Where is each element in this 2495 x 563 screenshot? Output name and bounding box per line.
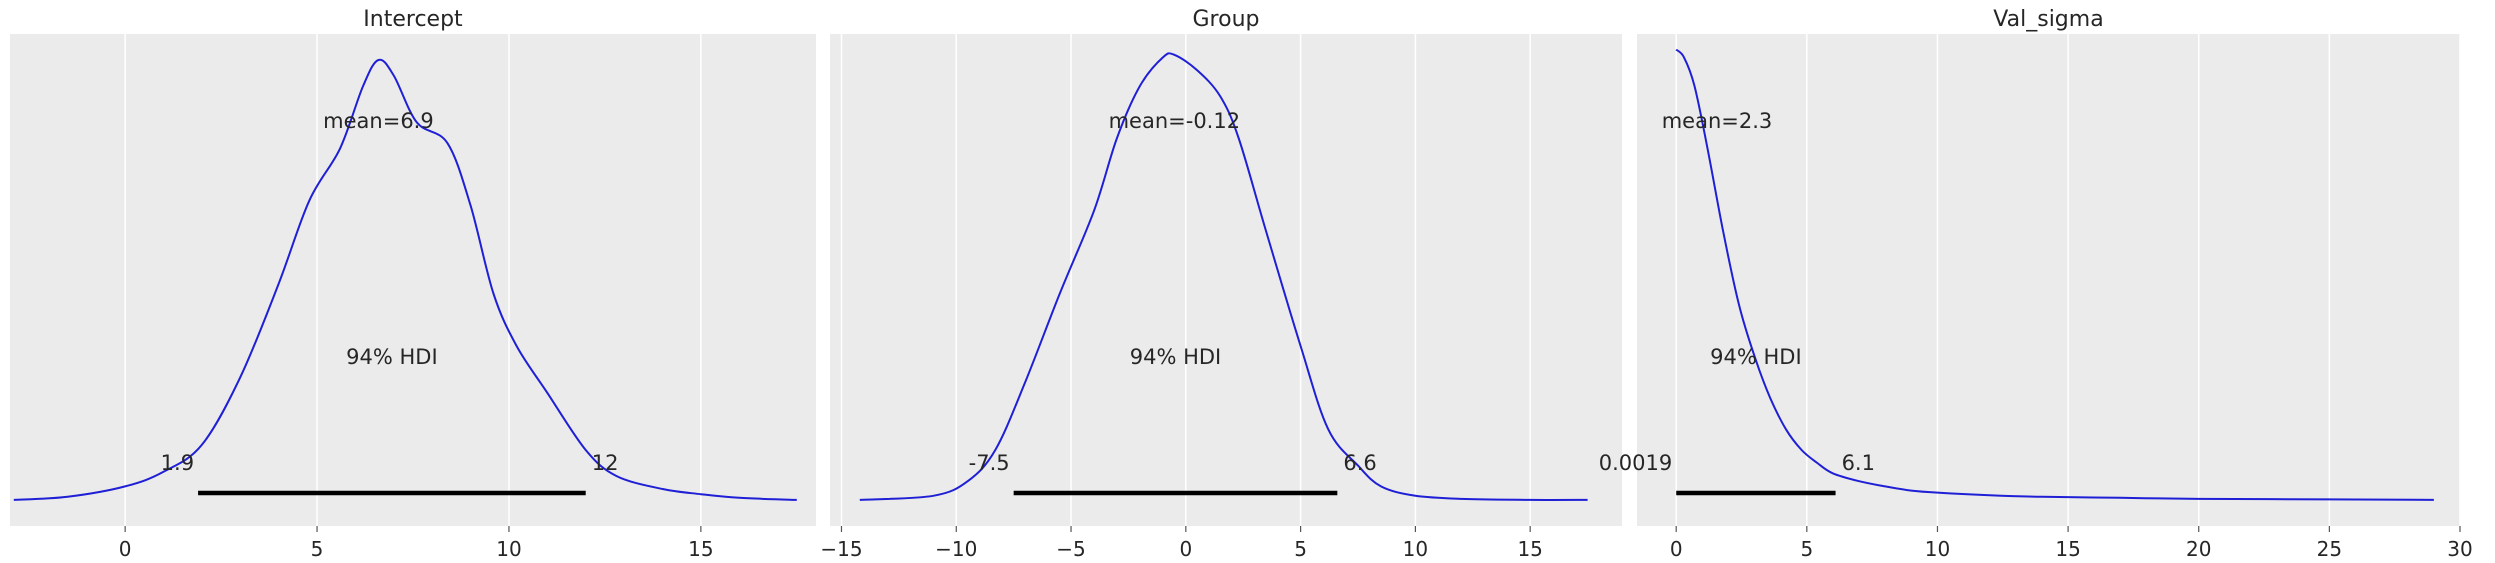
plot-area: [830, 34, 1622, 526]
x-tick-label: 10: [1925, 537, 1950, 561]
hdi-high-label: 12: [592, 451, 619, 475]
x-tick-label: 10: [1403, 537, 1428, 561]
mean-label: mean=-0.12: [1109, 109, 1241, 133]
x-tick-label: 15: [688, 537, 713, 561]
plot-area: [10, 34, 816, 526]
x-tick-label: 5: [1294, 537, 1307, 561]
x-tick-label: 10: [496, 537, 521, 561]
x-tick-label: −5: [1056, 537, 1085, 561]
x-tick-label: 5: [311, 537, 324, 561]
plot-area: [1637, 34, 2460, 526]
x-tick-label: 5: [1800, 537, 1813, 561]
x-tick-label: 15: [2055, 537, 2080, 561]
hdi-high-label: 6.6: [1343, 451, 1376, 475]
x-tick-label: 0: [1179, 537, 1192, 561]
hdi-label: 94% HDI: [346, 345, 438, 369]
hdi-high-label: 6.1: [1842, 451, 1875, 475]
panel-title: Val_sigma: [1993, 7, 2103, 32]
x-tick-label: −10: [935, 537, 977, 561]
panel-val-sigma: 0 5 10 15 20 25 30 Val_sigma mean=2.3 94% HDI 0.00…: [1599, 7, 2473, 561]
density-curve: [859, 52, 1588, 501]
x-tick-label: 0: [119, 537, 132, 561]
mean-label: mean=6.9: [323, 109, 434, 133]
hdi-low-label: -7.5: [969, 451, 1010, 475]
x-tick-label: 0: [1670, 537, 1683, 561]
hdi-low-label: 0.0019: [1599, 451, 1672, 475]
hdi-label: 94% HDI: [1130, 345, 1222, 369]
mean-label: mean=2.3: [1662, 109, 1773, 133]
panel-group: −15 −10 −5 0 5 10 15 Group mean=-0.12 94% HDI -7.5…: [820, 7, 1622, 561]
x-tick-label: 25: [2317, 537, 2342, 561]
density-curve: [13, 58, 797, 501]
hdi-label: 94% HDI: [1710, 345, 1802, 369]
x-tick-label: 15: [1517, 537, 1542, 561]
density-curve: [1675, 48, 2434, 501]
panel-title: Group: [1193, 7, 1260, 32]
hdi-low-label: 1.9: [161, 451, 194, 475]
panel-title: Intercept: [363, 7, 463, 32]
panel-intercept: 0 5 10 15 Intercept mean=6.9 94% HDI 1.9 12: [10, 7, 816, 561]
x-tick-label: 20: [2186, 537, 2211, 561]
x-tick-label: 30: [2447, 537, 2472, 561]
x-tick-label: −15: [820, 537, 862, 561]
